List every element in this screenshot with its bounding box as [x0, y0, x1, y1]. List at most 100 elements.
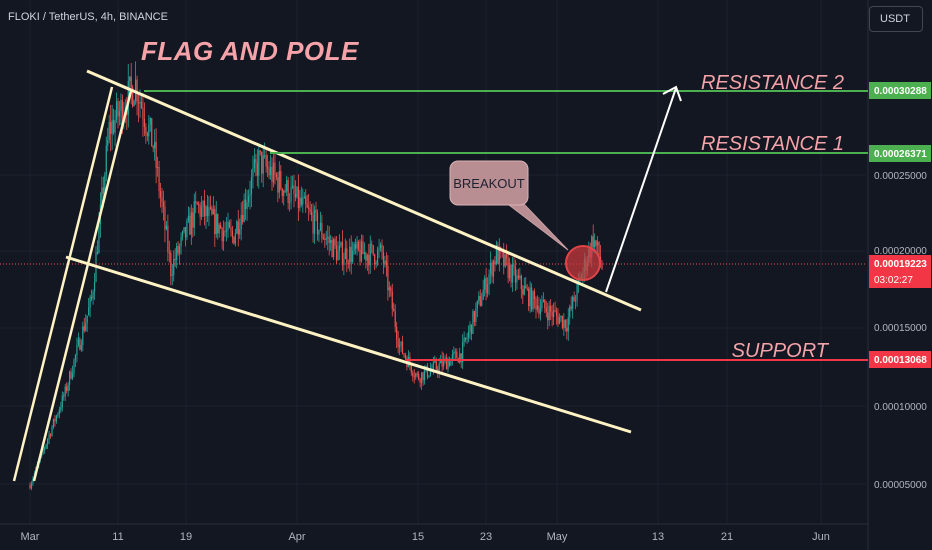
candle-body [448, 360, 451, 366]
candle-body [476, 300, 478, 309]
candle-body [516, 275, 518, 283]
candle-body [217, 213, 219, 234]
candle-body [415, 373, 417, 377]
candle-body [313, 209, 316, 234]
candle-body [443, 359, 445, 367]
candle-body [447, 360, 449, 370]
candle-body [227, 222, 229, 230]
candle-body [497, 245, 499, 264]
candle-body [195, 201, 197, 203]
candle-body [316, 212, 319, 235]
candle-body [211, 207, 213, 215]
pole-line-right[interactable] [32, 90, 133, 482]
candle-body [366, 255, 368, 261]
candle-body [281, 188, 283, 196]
candle-body [283, 190, 285, 196]
time-axis-tick: May [547, 531, 568, 543]
candle-body [572, 296, 574, 309]
candle-body [371, 243, 373, 246]
candle-body [374, 254, 376, 264]
resistance-1-label[interactable]: RESISTANCE 1 [701, 133, 844, 155]
candle-body [567, 317, 569, 332]
candle-body [242, 215, 244, 222]
breakout-circle[interactable] [565, 245, 601, 281]
candle-body [268, 168, 270, 176]
candle-body [201, 207, 203, 217]
candle-body [233, 236, 235, 244]
chart-title[interactable]: FLAG AND POLE [141, 36, 359, 66]
candle-body [48, 434, 50, 440]
resistance-1-price-tag [869, 145, 931, 162]
candle-body [223, 231, 225, 242]
candle-body [104, 175, 106, 195]
candle-body [88, 307, 90, 316]
time-axis-tick: Apr [288, 531, 305, 543]
candle-body [189, 215, 191, 235]
candle-body [165, 225, 167, 230]
resistance-2-label[interactable]: RESISTANCE 2 [701, 72, 844, 94]
candle-body [44, 447, 46, 450]
symbol-title[interactable]: FLOKI / TetherUS, 4h, BINANCE [8, 11, 168, 23]
breakout-callout[interactable] [449, 160, 529, 206]
candle-body [560, 315, 562, 318]
candle-body [186, 220, 188, 238]
candle-body [294, 194, 297, 198]
candle-body [337, 250, 339, 261]
candle-body [255, 159, 257, 163]
candle-body [272, 162, 275, 183]
candle-body [148, 124, 150, 137]
pole-line-left[interactable] [12, 86, 114, 482]
candle-body [218, 224, 220, 234]
candle-body [143, 119, 145, 127]
candle-body [591, 236, 593, 257]
candle-body [181, 231, 184, 237]
flag-lower-trendline[interactable] [65, 255, 632, 434]
candle-body [157, 166, 159, 168]
candle-body [485, 277, 487, 294]
price-axis-tick: 0.00005000 [874, 480, 927, 491]
candle-body [80, 344, 82, 350]
candle-body [208, 207, 210, 217]
candle-body [475, 308, 477, 322]
candle-body [296, 186, 298, 198]
candle-body [286, 180, 288, 192]
price-axis-tick: 0.00020000 [874, 246, 927, 257]
candle-body [535, 298, 537, 310]
candle-body [171, 274, 173, 276]
candle-body [484, 277, 486, 290]
candle-body [472, 311, 474, 334]
candle-body [205, 206, 207, 217]
candle-body [359, 249, 361, 262]
candle-body [89, 296, 91, 308]
price-axis[interactable]: 0.00025000 0.00020000 0.00015000 0.00010… [869, 82, 931, 491]
candle-body [375, 262, 377, 264]
candle-body [54, 418, 56, 422]
candle-body [280, 171, 282, 189]
candle-body [47, 439, 49, 445]
candle-body [57, 414, 59, 416]
flag-upper-trendline[interactable] [86, 69, 642, 312]
candle-body [341, 242, 343, 265]
candle-body [381, 244, 383, 253]
candle-body [325, 237, 327, 240]
candle-body [531, 287, 533, 310]
currency-button[interactable]: USDT [869, 6, 923, 32]
candle-body [198, 204, 200, 206]
candle-body [355, 243, 357, 249]
candle-body [318, 230, 320, 235]
breakout-arrow[interactable] [605, 85, 682, 293]
support-label[interactable]: SUPPORT [732, 340, 830, 362]
time-axis[interactable]: Mar 11 19 Apr 15 23 May 13 21 Jun [21, 531, 830, 543]
candle-body [140, 101, 143, 108]
candle-body [277, 177, 279, 193]
candle-body [275, 174, 277, 178]
candle-body [564, 319, 566, 328]
candle-body [303, 196, 305, 199]
candle-body [563, 319, 565, 328]
candle-body [274, 162, 276, 175]
bar-countdown: 03:02:27 [874, 275, 913, 286]
candle-body [353, 243, 355, 251]
time-axis-tick: 23 [480, 531, 492, 543]
candle-body [155, 141, 157, 168]
